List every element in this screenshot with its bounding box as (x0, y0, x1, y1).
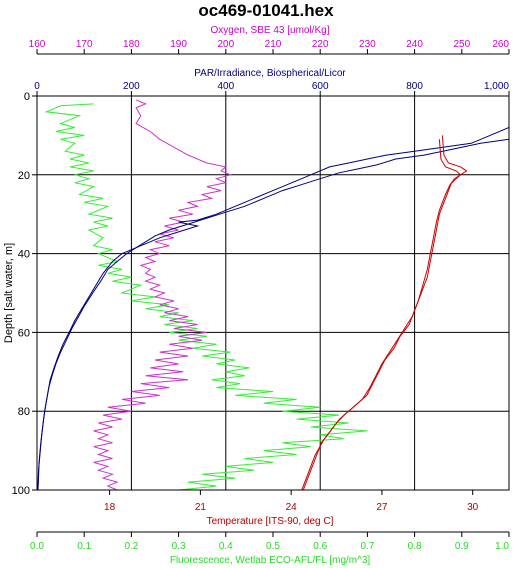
axis-tick-label: 18 (104, 502, 116, 513)
axis-tick-label: 180 (123, 39, 140, 50)
axis-tick-label: 200 (123, 81, 140, 92)
temperature-line (302, 135, 468, 491)
axis-tick-label: 800 (406, 81, 423, 92)
data-series (37, 99, 510, 491)
axis-tick-label: 200 (217, 39, 234, 50)
axis-tick-label: 250 (453, 39, 470, 50)
axis-tick-label: 600 (312, 81, 329, 92)
axis-tick-label: 0.1 (77, 541, 91, 552)
axis-tick-label: 210 (265, 39, 282, 50)
oxygen-axis-label: Oxygen, SBE 43 [umol/Kg] (211, 25, 330, 36)
axis-tick-label: 260 (492, 39, 509, 50)
axis-tick-label: 190 (170, 39, 187, 50)
axis-tick-label: 240 (406, 39, 423, 50)
fluorescence-axis-label: Fluorescence, Wetlab ECO-AFL/FL [mg/m^3] (170, 555, 371, 566)
axis-tick-label: 0.6 (313, 541, 327, 552)
fluorescence-line (44, 103, 368, 491)
axis-tick-label: 230 (359, 39, 376, 50)
axis-tick-label: 400 (217, 81, 234, 92)
axis-tick-label: 24 (286, 502, 298, 513)
axis-tick-label: 0.3 (172, 541, 186, 552)
axis-tick-label: 0 (34, 81, 40, 92)
axis-tick-label: 30 (467, 502, 479, 513)
axis-tick-label: 1.0 (495, 541, 509, 552)
axis-tick-label: 0.5 (266, 541, 280, 552)
depth-tick-label: 0 (24, 91, 30, 103)
fluorescence-axis: 0.0 0.1 0.2 0.3 0.4 0.5 0.6 0.7 0.8 0.9 1.0 (30, 531, 510, 552)
depth-axis: 0 20 40 60 80 100 (12, 91, 37, 497)
par-axis-label: PAR/Irradiance, Biospherical/Licor (194, 68, 346, 79)
depth-tick-label: 100 (12, 485, 30, 497)
axis-tick-label: 0.4 (219, 541, 233, 552)
oxygen-line (93, 99, 233, 491)
chart-title: oc469-01041.hex (198, 1, 334, 20)
axis-tick-label: 170 (76, 39, 93, 50)
depth-tick-label: 80 (18, 406, 30, 418)
plot-frame (36, 95, 510, 491)
depth-axis-label: Depth [salt water, m] (3, 243, 15, 343)
axis-tick-label: 0.0 (30, 541, 44, 552)
grid (36, 95, 510, 491)
par-axis: 0 200 400 600 800 1,000 (34, 81, 510, 97)
temperature-line (301, 139, 462, 491)
par-line (37, 127, 510, 491)
axis-tick-label: 0.9 (455, 541, 469, 552)
axis-tick-label: 0.7 (360, 541, 374, 552)
axis-tick-label: 27 (376, 502, 388, 513)
oxygen-axis: 160 170 180 190 200 210 220 230 240 250 260 (29, 39, 510, 55)
depth-tick-label: 40 (18, 249, 30, 261)
axis-tick-label: 160 (29, 39, 46, 50)
axis-tick-label: 0.2 (124, 541, 138, 552)
par-line (37, 138, 510, 491)
axis-tick-label: 0.8 (408, 541, 422, 552)
axis-tick-label: 21 (195, 502, 207, 513)
temperature-axis: 18 21 24 27 30 (37, 489, 509, 513)
temperature-axis-label: Temperature [ITS-90, deg C] (207, 516, 334, 527)
axis-tick-label: 1,000 (484, 81, 509, 92)
depth-tick-label: 20 (18, 170, 30, 182)
depth-tick-label: 60 (18, 327, 30, 339)
axis-tick-label: 220 (312, 39, 329, 50)
